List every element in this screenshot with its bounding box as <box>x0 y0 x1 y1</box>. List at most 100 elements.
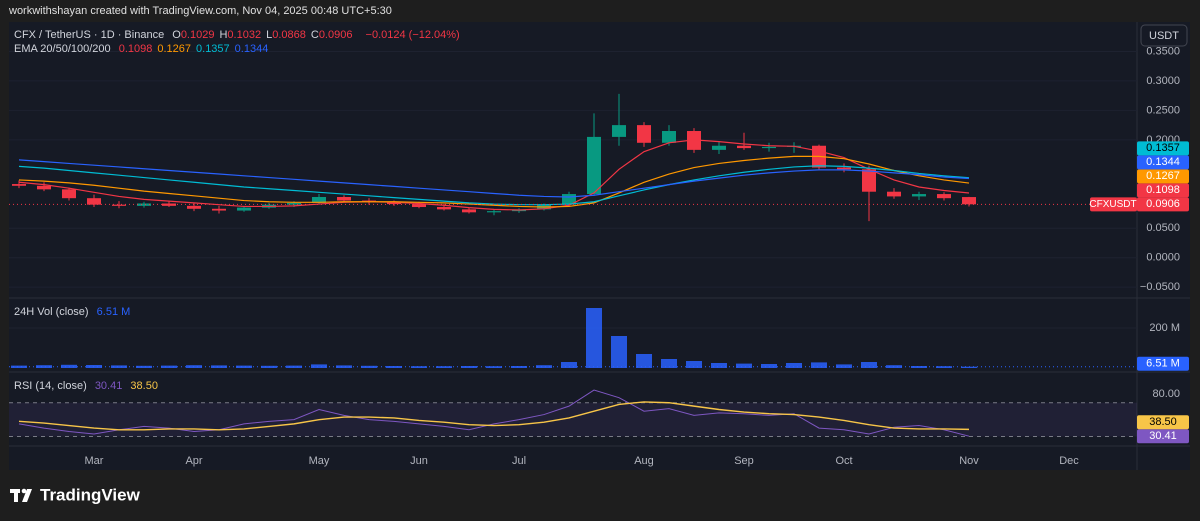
volume-bar <box>311 364 327 368</box>
price-tag-bg <box>1137 183 1189 198</box>
candle-body <box>562 194 576 205</box>
candle-body <box>462 209 476 213</box>
volume-bar <box>836 364 852 368</box>
volume-bar <box>511 366 527 368</box>
ohlc-value: 0.1032 <box>227 29 262 41</box>
logo-shape <box>14 489 18 502</box>
ema-line <box>18 155 970 208</box>
ohlc-legend: O0.1029 H0.1032 L0.0868 C0.0906 <box>172 29 357 41</box>
y-tick-label: 80.00 <box>1152 388 1180 400</box>
ema-value: 0.1357 <box>196 43 230 55</box>
x-tick-label: Nov <box>959 455 979 467</box>
candle-body <box>412 204 426 208</box>
volume-bar <box>211 365 227 368</box>
candle-body <box>637 125 651 143</box>
logo <box>10 488 32 502</box>
volume-tag-bg <box>1137 356 1189 371</box>
logo-shape <box>21 488 27 494</box>
volume-bar <box>286 365 302 368</box>
ema-value: 0.1098 <box>118 43 153 55</box>
price-tag-bg <box>1137 415 1189 430</box>
ohlc-value: 0.0868 <box>272 29 306 41</box>
x-tick-label: Aug <box>634 455 654 467</box>
volume-value: 6.51 M <box>96 306 131 318</box>
price-tag: 38.50 <box>1149 416 1177 428</box>
rsi-band-fill <box>9 402 1137 437</box>
candle-body <box>887 191 901 197</box>
volume-bar <box>111 365 127 368</box>
ema-name: EMA 20/50/100/200 <box>14 43 111 55</box>
volume-bar <box>136 365 152 368</box>
candle-body <box>137 203 151 206</box>
currency-label[interactable]: USDT <box>1149 30 1179 42</box>
candle-body <box>762 146 776 149</box>
candle-body <box>937 194 951 199</box>
volume-bar <box>336 365 352 368</box>
price-tag-bg <box>1137 429 1189 444</box>
volume-bar <box>661 359 677 368</box>
ema-value: 0.1267 <box>157 43 192 55</box>
candle-body <box>862 169 876 192</box>
candle-body <box>337 197 351 201</box>
volume-name: 24H Vol (close) <box>14 306 89 318</box>
candle-body <box>187 205 201 209</box>
change: −0.0124 (−12.04%) <box>365 29 460 41</box>
symbol: CFX / TetherUS · 1D · Binance <box>14 29 165 41</box>
price-tag-bg <box>1137 197 1189 212</box>
candle-body <box>287 202 301 205</box>
candle-body <box>87 198 101 205</box>
ema-line <box>18 159 970 198</box>
volume-bar <box>186 365 202 368</box>
price-tag: 0.1098 <box>1146 184 1180 196</box>
volume-bar <box>486 366 502 368</box>
volume-bar <box>536 365 552 368</box>
volume-bar <box>611 336 627 368</box>
x-tick-label: Mar <box>85 455 104 467</box>
price-tag-bg <box>1137 141 1189 156</box>
volume-bar <box>86 365 102 368</box>
x-tick-label: May <box>309 455 330 467</box>
price-tag: 0.1344 <box>1146 156 1180 168</box>
candle-body <box>62 189 76 199</box>
rsi-value: 30.41 <box>94 380 123 392</box>
volume-bar <box>811 362 827 368</box>
volume-bar <box>636 354 652 368</box>
y-tick-label: 0.3500 <box>1146 45 1180 57</box>
ema-value: 0.1344 <box>234 43 269 55</box>
x-tick-label: Apr <box>185 455 202 467</box>
volume-bar <box>711 363 727 368</box>
candle-body <box>437 207 451 210</box>
x-tick-label: Jun <box>410 455 428 467</box>
logo-text: TradingView <box>40 485 141 504</box>
y-tick-label: 200 M <box>1149 322 1180 334</box>
volume-bar <box>11 365 27 368</box>
logo-shape <box>22 489 32 502</box>
volume-bar <box>561 362 577 368</box>
y-tick-label: 0.2500 <box>1146 104 1180 116</box>
volume-bar <box>936 366 952 368</box>
y-tick-label: 0.0000 <box>1146 252 1180 264</box>
candle-body <box>612 125 626 137</box>
ohlc-value: 0.1029 <box>180 29 215 41</box>
volume-bar <box>436 366 452 368</box>
chart-bg <box>9 22 1190 470</box>
price-tag: 0.1267 <box>1146 170 1180 182</box>
x-tick-label: Jul <box>512 455 526 467</box>
volume-bar <box>236 365 252 368</box>
candle-body <box>912 194 926 197</box>
price-tag: 0.1357 <box>1146 142 1180 154</box>
volume-bar <box>36 365 52 368</box>
credit: workwithshayan created with TradingView.… <box>8 5 392 17</box>
volume-legend: 24H Vol (close) 6.51 M <box>14 306 135 318</box>
candle-body <box>112 204 126 206</box>
candle-body <box>737 145 751 149</box>
candle-body <box>312 197 326 203</box>
ema-line <box>18 165 970 206</box>
candle-body <box>387 202 401 205</box>
currency-button[interactable] <box>1140 24 1188 47</box>
symbol-tag-bg <box>1090 197 1137 212</box>
rsi-line <box>18 401 970 431</box>
symbol-tag: CFXUSDT <box>1089 199 1136 210</box>
volume-tag: 6.51 M <box>1146 358 1180 370</box>
candle-body <box>37 185 51 190</box>
